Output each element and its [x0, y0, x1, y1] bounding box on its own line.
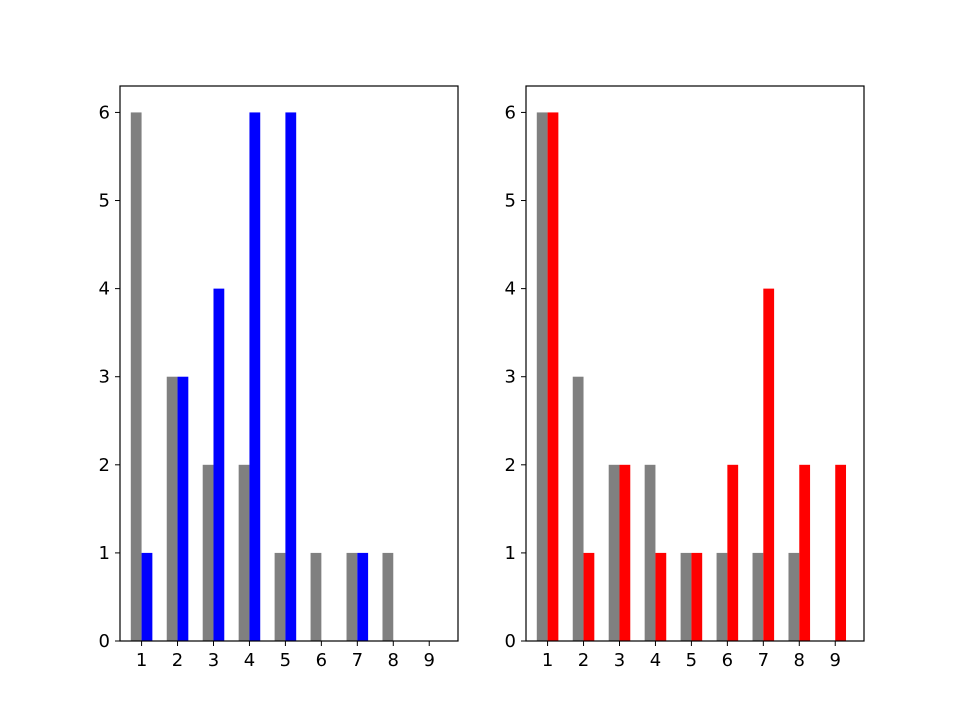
left-bar-s1-7	[357, 552, 369, 641]
left-y-tick-label: 4	[99, 279, 110, 300]
left-x-tick-label: 1	[136, 650, 147, 671]
right-bar-s1-2	[583, 552, 595, 641]
right-bar-s1-5	[691, 552, 703, 641]
left-x-tick-label: 8	[388, 650, 399, 671]
right-x-tick-label: 2	[578, 650, 589, 671]
left-bar-s1-5	[285, 112, 297, 641]
right-bar-chart: 1 2 3 4 5 6 7 8 9 0 1 2 3 4 5 6	[505, 85, 865, 671]
right-bar-s1-6	[727, 464, 739, 641]
left-bar-chart: 1 2 3 4 5 6 7 8 9 0 1 2 3 4 5 6	[99, 85, 459, 671]
left-bar-s0-1	[130, 112, 142, 641]
right-y-tick-label: 5	[505, 191, 516, 212]
left-bar-s1-2	[177, 376, 189, 641]
right-y-tick-label: 2	[505, 455, 516, 476]
left-y-tick-label: 3	[99, 367, 110, 388]
right-x-tick-label: 7	[758, 650, 769, 671]
left-axes-frame	[119, 85, 459, 642]
right-bar-s0-7	[752, 552, 764, 641]
left-x-tick-label: 9	[424, 650, 435, 671]
left-bar-s0-3	[202, 464, 214, 641]
right-bar-s1-8	[799, 464, 811, 641]
left-y-tick-label: 1	[99, 543, 110, 564]
right-y-tick-label: 6	[505, 102, 516, 123]
right-x-tick-label: 4	[650, 650, 661, 671]
right-y-tick-label: 1	[505, 543, 516, 564]
right-bar-s1-9	[835, 464, 847, 641]
right-y-tick-label: 3	[505, 367, 516, 388]
right-x-tick-label: 1	[542, 650, 553, 671]
left-x-tick-label: 4	[244, 650, 255, 671]
right-bar-s0-8	[788, 552, 800, 641]
left-y-tick-label: 0	[99, 631, 110, 652]
right-y-tick-label: 4	[505, 279, 516, 300]
right-x-tick-label: 8	[794, 650, 805, 671]
right-x-tick-label: 5	[686, 650, 697, 671]
right-bar-s1-3	[619, 464, 631, 641]
right-bar-s0-3	[608, 464, 620, 641]
right-x-tick-label: 9	[830, 650, 841, 671]
right-bar-s1-7	[763, 288, 775, 641]
left-x-tick-label: 7	[352, 650, 363, 671]
left-bar-s1-1	[141, 552, 153, 641]
right-axes-frame	[525, 85, 865, 642]
right-bar-s1-4	[655, 552, 667, 641]
left-bar-s0-6	[310, 552, 322, 641]
left-x-tick-label: 6	[316, 650, 327, 671]
right-bar-s0-1	[536, 112, 548, 641]
left-bar-s0-7	[346, 552, 358, 641]
left-y-tick-label: 2	[99, 455, 110, 476]
right-x-tick-label: 3	[614, 650, 625, 671]
left-x-tick-label: 5	[280, 650, 291, 671]
right-bar-s0-4	[644, 464, 656, 641]
left-bar-s0-5	[274, 552, 286, 641]
left-x-tick-label: 2	[172, 650, 183, 671]
right-bar-s0-6	[716, 552, 728, 641]
right-bar-s1-1	[547, 112, 559, 641]
left-bar-s0-2	[166, 376, 178, 641]
right-bar-s0-5	[680, 552, 692, 641]
left-y-tick-label: 6	[99, 102, 110, 123]
right-y-tick-label: 0	[505, 631, 516, 652]
left-bar-s0-8	[382, 552, 394, 641]
right-bar-s0-2	[572, 376, 584, 641]
left-y-tick-label: 5	[99, 191, 110, 212]
right-x-tick-label: 6	[722, 650, 733, 671]
left-bar-s1-4	[249, 112, 261, 641]
left-x-tick-label: 3	[208, 650, 219, 671]
left-bar-s0-4	[238, 464, 250, 641]
left-bar-s1-3	[213, 288, 225, 641]
